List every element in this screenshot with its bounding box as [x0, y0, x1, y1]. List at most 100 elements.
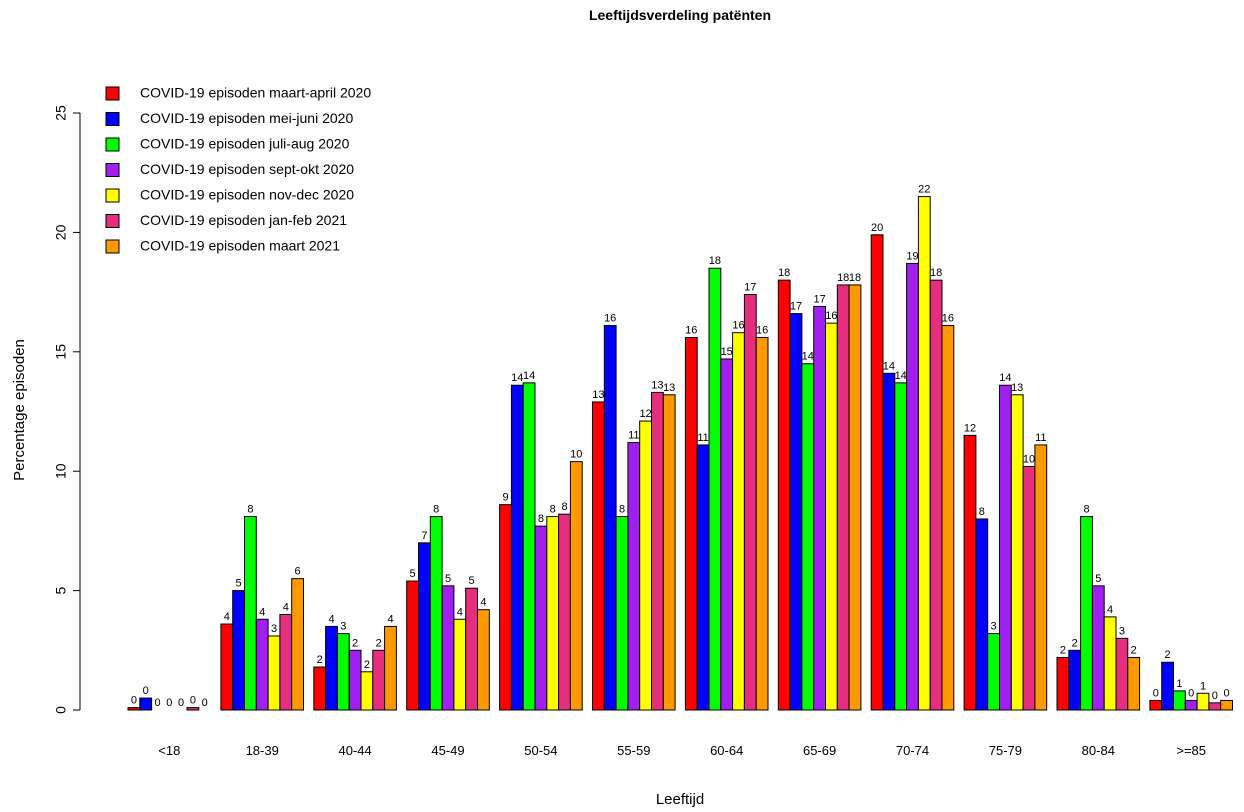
data-label: 13	[1011, 382, 1023, 394]
bar	[510, 384, 524, 711]
y-tick-label: 10	[53, 463, 69, 479]
bar	[1010, 394, 1024, 711]
x-tick-label: 55-59	[617, 743, 650, 758]
bar	[1149, 699, 1163, 711]
bar	[777, 279, 791, 711]
data-label: 4	[387, 613, 393, 625]
data-label: 16	[732, 320, 744, 332]
bar	[336, 633, 350, 711]
data-label: 8	[247, 504, 253, 516]
data-label: 14	[802, 351, 814, 363]
data-label: 15	[721, 346, 733, 358]
data-label: 11	[1035, 432, 1046, 444]
bar	[465, 587, 479, 711]
data-label: 16	[604, 313, 616, 325]
data-label: 22	[918, 184, 930, 196]
data-label: 2	[1060, 644, 1066, 656]
data-label: 20	[871, 222, 883, 234]
bar	[963, 434, 977, 711]
bar	[1127, 656, 1141, 711]
bar	[429, 516, 443, 711]
data-label: 0	[190, 695, 196, 707]
bar	[558, 513, 571, 711]
data-label: 0	[1153, 687, 1159, 699]
y-tick-label: 0	[53, 706, 69, 714]
bar	[999, 384, 1012, 711]
x-tick-label: 45-49	[431, 743, 464, 758]
data-label: 17	[813, 293, 825, 305]
data-label: 6	[295, 566, 301, 578]
bar	[987, 633, 1001, 711]
data-label: 14	[511, 372, 523, 384]
bar	[1091, 585, 1105, 711]
bar	[384, 625, 397, 711]
x-tick-label: 18-39	[246, 743, 279, 758]
x-tick-label: <18	[158, 743, 180, 758]
bar	[453, 618, 467, 711]
data-label: 18	[709, 255, 721, 267]
data-label: 4	[1107, 604, 1113, 616]
bar	[836, 284, 850, 711]
data-label: 5	[236, 578, 242, 590]
bar	[906, 262, 919, 711]
data-label: 5	[469, 575, 475, 587]
bar	[372, 649, 386, 711]
data-label: 9	[502, 492, 508, 504]
data-label: 18	[778, 267, 790, 279]
data-label: 11	[628, 430, 639, 442]
bar	[882, 372, 896, 711]
data-label: 0	[131, 695, 137, 707]
bar	[1080, 516, 1093, 711]
y-axis-label: Percentage episoden	[11, 339, 28, 481]
bar	[975, 518, 989, 711]
chart-title: Leeftijdsverdeling patënten	[589, 7, 771, 23]
bar	[813, 305, 827, 711]
bar	[546, 516, 560, 711]
data-label: 10	[570, 449, 582, 461]
data-label: 12	[964, 422, 976, 434]
bar	[684, 336, 698, 711]
data-label: 3	[1119, 625, 1125, 637]
bar	[662, 394, 676, 711]
legend-entry: COVID-19 episoden mei-juni 2020	[140, 110, 353, 126]
data-label: 16	[685, 324, 697, 336]
data-label: 0	[178, 697, 184, 709]
data-label: 2	[1131, 644, 1137, 656]
bar	[255, 618, 269, 711]
data-label: 14	[523, 370, 535, 382]
data-label: 19	[906, 250, 918, 262]
bar	[894, 382, 908, 711]
bar	[743, 293, 757, 711]
legend-swatch	[105, 214, 120, 228]
bar	[1161, 661, 1174, 711]
data-label: 0	[143, 685, 149, 697]
x-tick-label: 60-64	[710, 743, 743, 758]
legend-entry: COVID-19 episoden maart-april 2020	[140, 85, 371, 101]
bar	[696, 444, 710, 711]
bar	[1068, 649, 1082, 711]
bar	[313, 666, 327, 711]
x-tick-labels: <18 18-39 40-44 45-49 50-54 55-59 60-64 65-69 70…	[158, 743, 1206, 758]
data-label: 2	[317, 654, 323, 666]
y-tick-label: 15	[53, 344, 69, 360]
bar	[406, 580, 420, 711]
bar	[708, 267, 722, 711]
bar	[870, 234, 884, 711]
legend-swatch	[105, 188, 120, 203]
x-axis-label: Leeftijd	[656, 791, 704, 808]
data-label: 14	[895, 370, 907, 382]
data-label: 8	[433, 504, 439, 516]
data-label: 8	[1083, 504, 1089, 516]
data-label: 5	[410, 568, 416, 580]
bar	[755, 336, 769, 711]
data-label: 4	[328, 613, 334, 625]
y-tick-label: 20	[53, 224, 69, 240]
bar	[1115, 637, 1129, 711]
bar	[291, 578, 305, 711]
bar	[929, 279, 943, 711]
data-label: 18	[837, 272, 849, 284]
data-label: 2	[364, 659, 370, 671]
bar	[522, 382, 536, 711]
bar	[499, 504, 512, 711]
data-label: 1	[1200, 680, 1206, 692]
